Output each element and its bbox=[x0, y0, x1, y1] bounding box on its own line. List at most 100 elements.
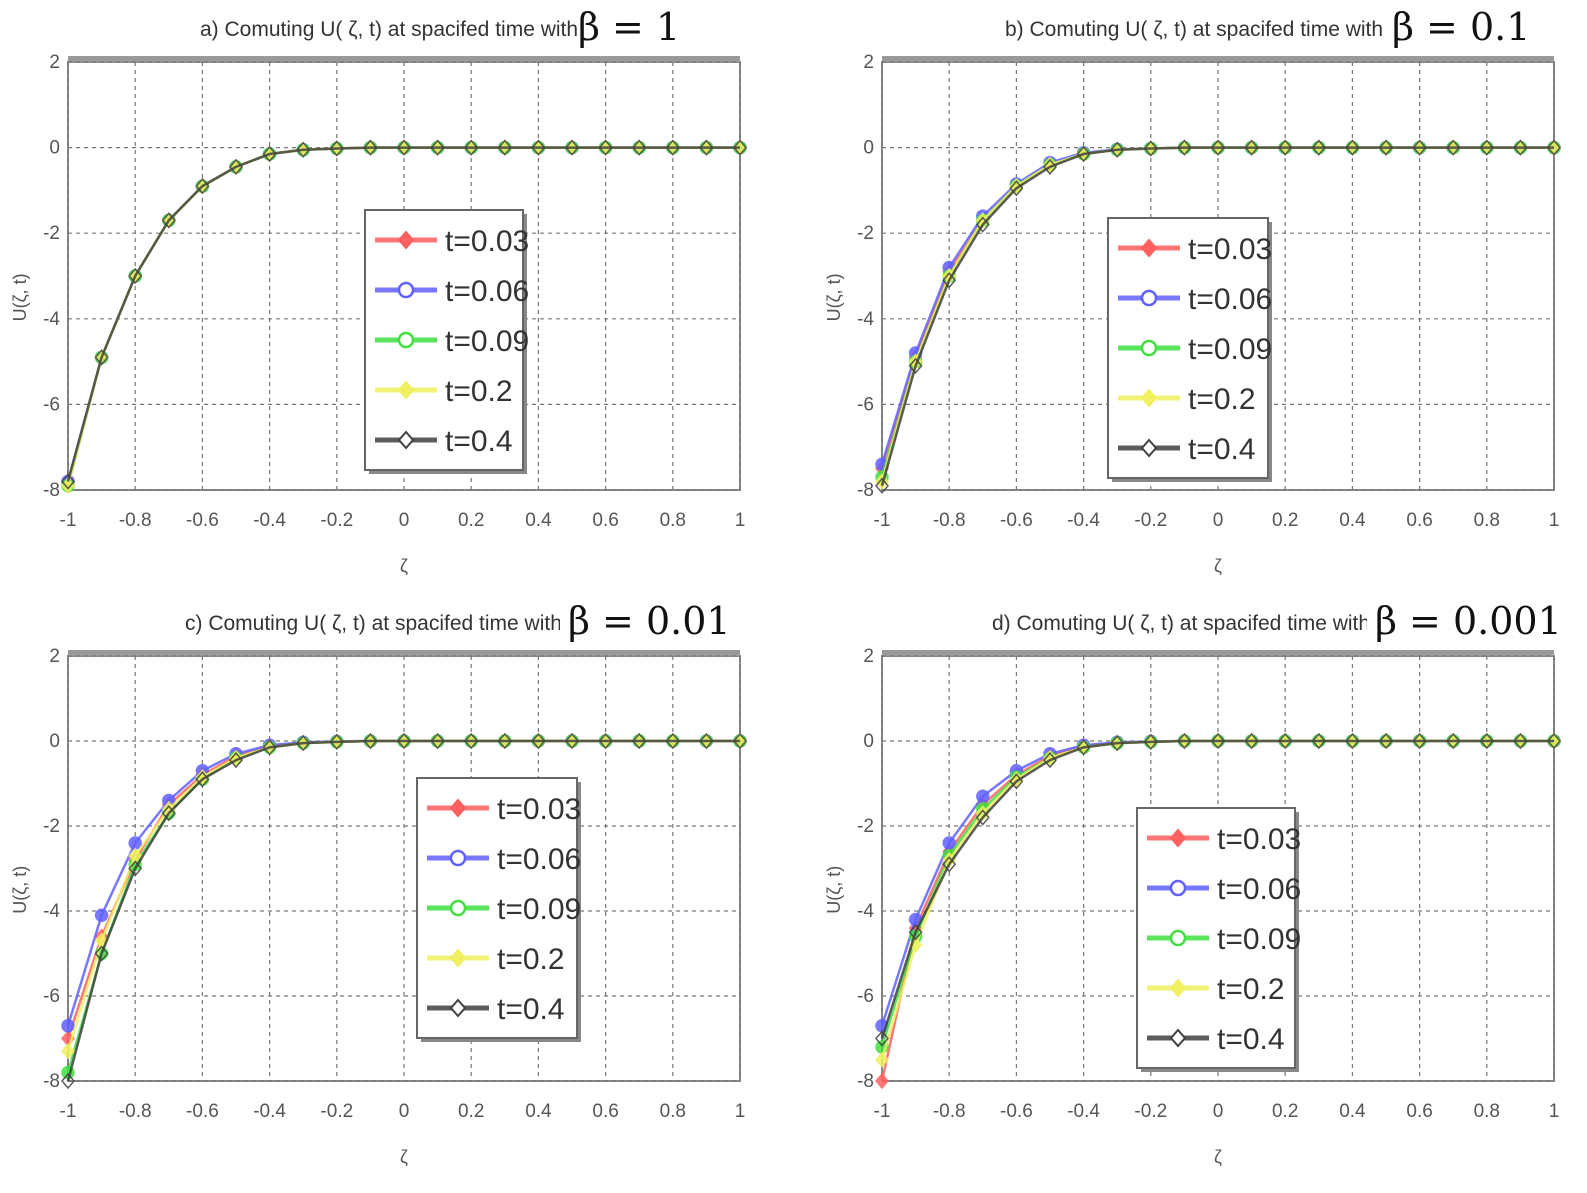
data-point bbox=[565, 139, 579, 156]
data-point bbox=[94, 945, 109, 962]
data-point bbox=[699, 139, 714, 156]
y-tick-label: -6 bbox=[857, 986, 874, 1007]
legend-marker bbox=[449, 798, 467, 818]
data-point bbox=[1177, 139, 1192, 156]
legend-marker bbox=[1169, 828, 1187, 848]
panel-1: -1 -0.8 -0.6 -0.4 -0.2 0 0.2 0.4 0.6 0.8 1 2 0 -2 -4 -6… bbox=[824, 0, 1561, 576]
x-tick-label: -0.2 bbox=[1134, 1101, 1167, 1122]
data-point bbox=[1311, 139, 1326, 156]
data-point bbox=[1244, 139, 1259, 156]
panel-title: a) Comuting U( ζ, t) at spacifed time wi… bbox=[200, 18, 578, 41]
y-tick-label: -2 bbox=[43, 223, 60, 244]
legend-label: t=0.2 bbox=[497, 943, 565, 976]
y-tick-label: 0 bbox=[863, 731, 874, 752]
x-tick-label: 0.2 bbox=[458, 1101, 484, 1122]
legend-label: t=0.06 bbox=[497, 843, 581, 876]
data-point bbox=[262, 145, 277, 163]
y-tick-label: 2 bbox=[49, 52, 60, 73]
data-point bbox=[1009, 771, 1024, 788]
y-axis-label: U(ζ, t) bbox=[10, 273, 30, 321]
data-point bbox=[1379, 732, 1393, 750]
x-tick-label: 0 bbox=[1213, 1101, 1224, 1122]
y-tick-label: -8 bbox=[43, 1071, 60, 1092]
x-tick-label: -0.8 bbox=[933, 1101, 966, 1122]
data-point bbox=[329, 733, 344, 751]
data-point bbox=[296, 141, 311, 158]
data-point bbox=[598, 139, 613, 156]
y-tick-label: -6 bbox=[43, 394, 60, 415]
series-line-t=0.4 bbox=[880, 146, 1554, 487]
panel-title-beta: β = 1 bbox=[578, 5, 680, 49]
x-tick-label: 0.4 bbox=[1339, 1101, 1366, 1122]
x-tick-label: -0.8 bbox=[933, 510, 966, 531]
x-tick-label: 0.4 bbox=[525, 510, 552, 531]
data-point bbox=[942, 856, 957, 873]
data-point bbox=[1211, 732, 1225, 750]
legend-marker bbox=[1169, 879, 1187, 897]
x-tick-label: -0.6 bbox=[1000, 510, 1033, 531]
panel-title: b) Comuting U( ζ, t) at spacifed time wi… bbox=[1005, 18, 1383, 41]
beta-box bbox=[1367, 594, 1572, 648]
data-point bbox=[1143, 140, 1158, 157]
data-point bbox=[229, 751, 243, 769]
legend-marker bbox=[397, 331, 415, 349]
legend: t=0.03 t=0.06 t=0.09 t=0.2 t=0.4 bbox=[364, 209, 529, 474]
x-tick-label: 0.6 bbox=[592, 1101, 618, 1122]
legend-marker bbox=[449, 899, 467, 917]
legend-label: t=0.09 bbox=[497, 893, 581, 926]
data-point bbox=[1043, 158, 1057, 176]
y-tick-label: -6 bbox=[43, 986, 60, 1007]
data-point bbox=[1547, 139, 1561, 156]
data-point bbox=[1513, 732, 1528, 750]
data-point bbox=[262, 739, 277, 756]
legend-label: t=0.2 bbox=[1188, 383, 1256, 416]
x-tick-label: -0.4 bbox=[1067, 1101, 1100, 1122]
data-point bbox=[531, 139, 546, 156]
data-point bbox=[565, 732, 579, 750]
data-point bbox=[1278, 139, 1293, 156]
legend-label: t=0.06 bbox=[1217, 873, 1301, 906]
data-point bbox=[128, 847, 143, 864]
data-point bbox=[1345, 732, 1360, 750]
legend-marker bbox=[449, 849, 467, 867]
x-tick-label: 0.4 bbox=[525, 1101, 552, 1122]
data-point bbox=[875, 1072, 889, 1090]
data-point bbox=[229, 158, 243, 176]
data-point bbox=[1446, 139, 1461, 156]
panel-title: d) Comuting U( ζ, t) at spacifed time wi… bbox=[992, 612, 1370, 635]
x-tick-label: -1 bbox=[874, 1101, 891, 1122]
legend-label: t=0.09 bbox=[1188, 333, 1272, 366]
legend-label: t=0.03 bbox=[1217, 823, 1301, 856]
panel-2: -1 -0.8 -0.6 -0.4 -0.2 0 0.2 0.4 0.6 0.8 1 2 0 -2 -4 -6… bbox=[10, 594, 747, 1167]
x-tick-label: -0.8 bbox=[119, 510, 152, 531]
x-tick-label: 0.2 bbox=[1272, 510, 1298, 531]
panel-3: -1 -0.8 -0.6 -0.4 -0.2 0 0.2 0.4 0.6 0.8 1 2 0 -2 -4 -6… bbox=[824, 594, 1572, 1167]
data-point bbox=[363, 139, 378, 156]
legend-marker bbox=[449, 998, 467, 1018]
data-point bbox=[1177, 732, 1192, 750]
data-point bbox=[632, 732, 647, 750]
panel-title-beta: β = 0.1 bbox=[1392, 5, 1530, 49]
panel-title-beta: β = 0.001 bbox=[1375, 599, 1562, 643]
legend-label: t=0.03 bbox=[1188, 233, 1272, 266]
data-point bbox=[632, 139, 647, 156]
series-line-t=0.4 bbox=[66, 739, 740, 1082]
legend-marker bbox=[1140, 238, 1158, 258]
legend-label: t=0.06 bbox=[445, 275, 529, 308]
data-point bbox=[128, 860, 143, 877]
beta-box bbox=[560, 594, 744, 648]
data-point bbox=[665, 732, 680, 750]
y-tick-label: 2 bbox=[49, 646, 60, 667]
data-point bbox=[363, 732, 378, 750]
legend-label: t=0.03 bbox=[497, 793, 581, 826]
x-tick-label: -0.2 bbox=[320, 510, 353, 531]
y-tick-label: -2 bbox=[857, 223, 874, 244]
data-point bbox=[61, 473, 75, 490]
data-point bbox=[1110, 141, 1125, 158]
data-point bbox=[1244, 732, 1259, 750]
data-point bbox=[975, 212, 990, 229]
x-axis-label: ζ bbox=[400, 1147, 408, 1167]
x-tick-label: -0.6 bbox=[186, 1101, 219, 1122]
data-point bbox=[1345, 139, 1360, 156]
y-tick-label: 0 bbox=[863, 138, 874, 159]
